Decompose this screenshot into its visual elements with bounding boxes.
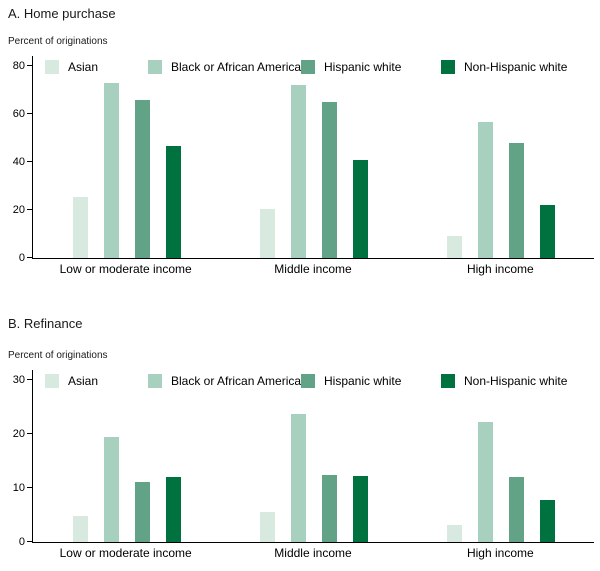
legend-item: Hispanic white [301,374,401,388]
bar-groups [33,56,594,258]
bar-non-hispanic-white [165,477,181,542]
legend-item: Hispanic white [301,60,401,74]
bar-non-hispanic-white [352,476,368,542]
bar-black-or-african-american [103,82,119,258]
bar-black-or-african-american [103,436,119,542]
legend-label: Non-Hispanic white [464,60,568,74]
bar-non-hispanic-white [539,205,555,258]
y-tick-label: 20 [12,204,25,216]
y-tick-label: 80 [12,60,25,72]
bar-non-hispanic-white [352,159,368,258]
y-tick-mark [27,541,33,542]
legend-swatch [45,374,59,388]
category-label: Low or moderate income [59,262,192,276]
y-tick-mark [27,209,33,210]
bar-group [220,370,407,542]
bar-asian [259,208,275,258]
bar-asian [72,196,88,258]
legend-item: Asian [45,60,98,74]
legend-item: Asian [45,374,98,388]
bar-asian [72,516,88,542]
panel-title: B. Refinance [8,316,83,331]
bar-group [33,56,220,258]
legend-swatch [45,60,59,74]
category-label: Middle income [274,546,352,560]
category-label: Middle income [274,262,352,276]
legend-item: Non-Hispanic white [441,60,567,74]
legend-label: Black or African American [171,60,308,74]
bar-black-or-african-american [290,414,306,542]
legend-label: Black or African American [171,374,308,388]
legend: Asian Black or African American Hispanic w… [33,374,594,390]
y-tick-label: 40 [12,156,25,168]
y-tick-mark [27,487,33,488]
bar-black-or-african-american [290,85,306,258]
bar-hispanic-white [134,481,150,542]
category-label: Low or moderate income [59,546,192,560]
y-tick-mark [27,257,33,258]
y-tick-label: 30 [12,374,25,386]
plot-area: 0 10 20 30 Asian Black or African American His… [13,370,594,548]
bar-hispanic-white [321,102,337,258]
bar-black-or-african-american [477,122,493,258]
bar-group [407,56,594,258]
category-labels: Low or moderate income Middle income High … [32,262,594,276]
category-labels: Low or moderate income Middle income High … [32,546,594,560]
legend-item: Black or African American [148,60,308,74]
y-tick-label: 60 [12,108,25,120]
bar-non-hispanic-white [539,499,555,542]
bar-hispanic-white [508,142,524,258]
legend-label: Non-Hispanic white [464,374,568,388]
bar-group [33,370,220,542]
legend-swatch [441,374,455,388]
legend-label: Asian [68,60,99,74]
category-label: High income [466,546,534,560]
legend-swatch [441,60,455,74]
chart-panel-home-purchase: A. Home purchase Percent of originations… [8,6,594,276]
legend-label: Hispanic white [324,60,402,74]
bar-hispanic-white [508,477,524,542]
legend-swatch [301,60,315,74]
legend-item: Non-Hispanic white [441,374,567,388]
y-tick-mark [27,433,33,434]
legend-label: Asian [68,374,99,388]
y-tick-mark [27,113,33,114]
bar-non-hispanic-white [165,146,181,258]
legend-swatch [148,374,162,388]
y-tick-label: 0 [18,252,25,264]
bar-asian [446,524,462,542]
bar-groups [33,370,594,542]
y-tick-mark [27,379,33,380]
bar-hispanic-white [321,475,337,542]
y-tick-mark [27,161,33,162]
legend-swatch [301,374,315,388]
bar-group [220,56,407,258]
legend-swatch [148,60,162,74]
legend-label: Hispanic white [324,374,402,388]
bar-hispanic-white [134,99,150,258]
panel-title: A. Home purchase [8,6,116,21]
y-axis-unit-label: Percent of originations [8,350,108,361]
bar-asian [259,512,275,542]
y-tick-label: 20 [12,428,25,440]
bar-asian [446,236,462,258]
chart-panel-refinance: B. Refinance Percent of originations 0 10… [0,312,600,571]
legend-item: Black or African American [148,374,308,388]
y-tick-label: 0 [18,536,25,548]
plot-area: 0 20 40 60 80 Asian Black or African American H… [13,56,594,264]
y-axis-unit-label: Percent of originations [8,36,108,47]
bar-black-or-african-american [477,422,493,542]
y-tick-mark [27,65,33,66]
category-label: High income [466,262,534,276]
bar-group [407,370,594,542]
y-tick-label: 10 [12,482,25,494]
legend: Asian Black or African American Hispanic w… [33,60,594,76]
